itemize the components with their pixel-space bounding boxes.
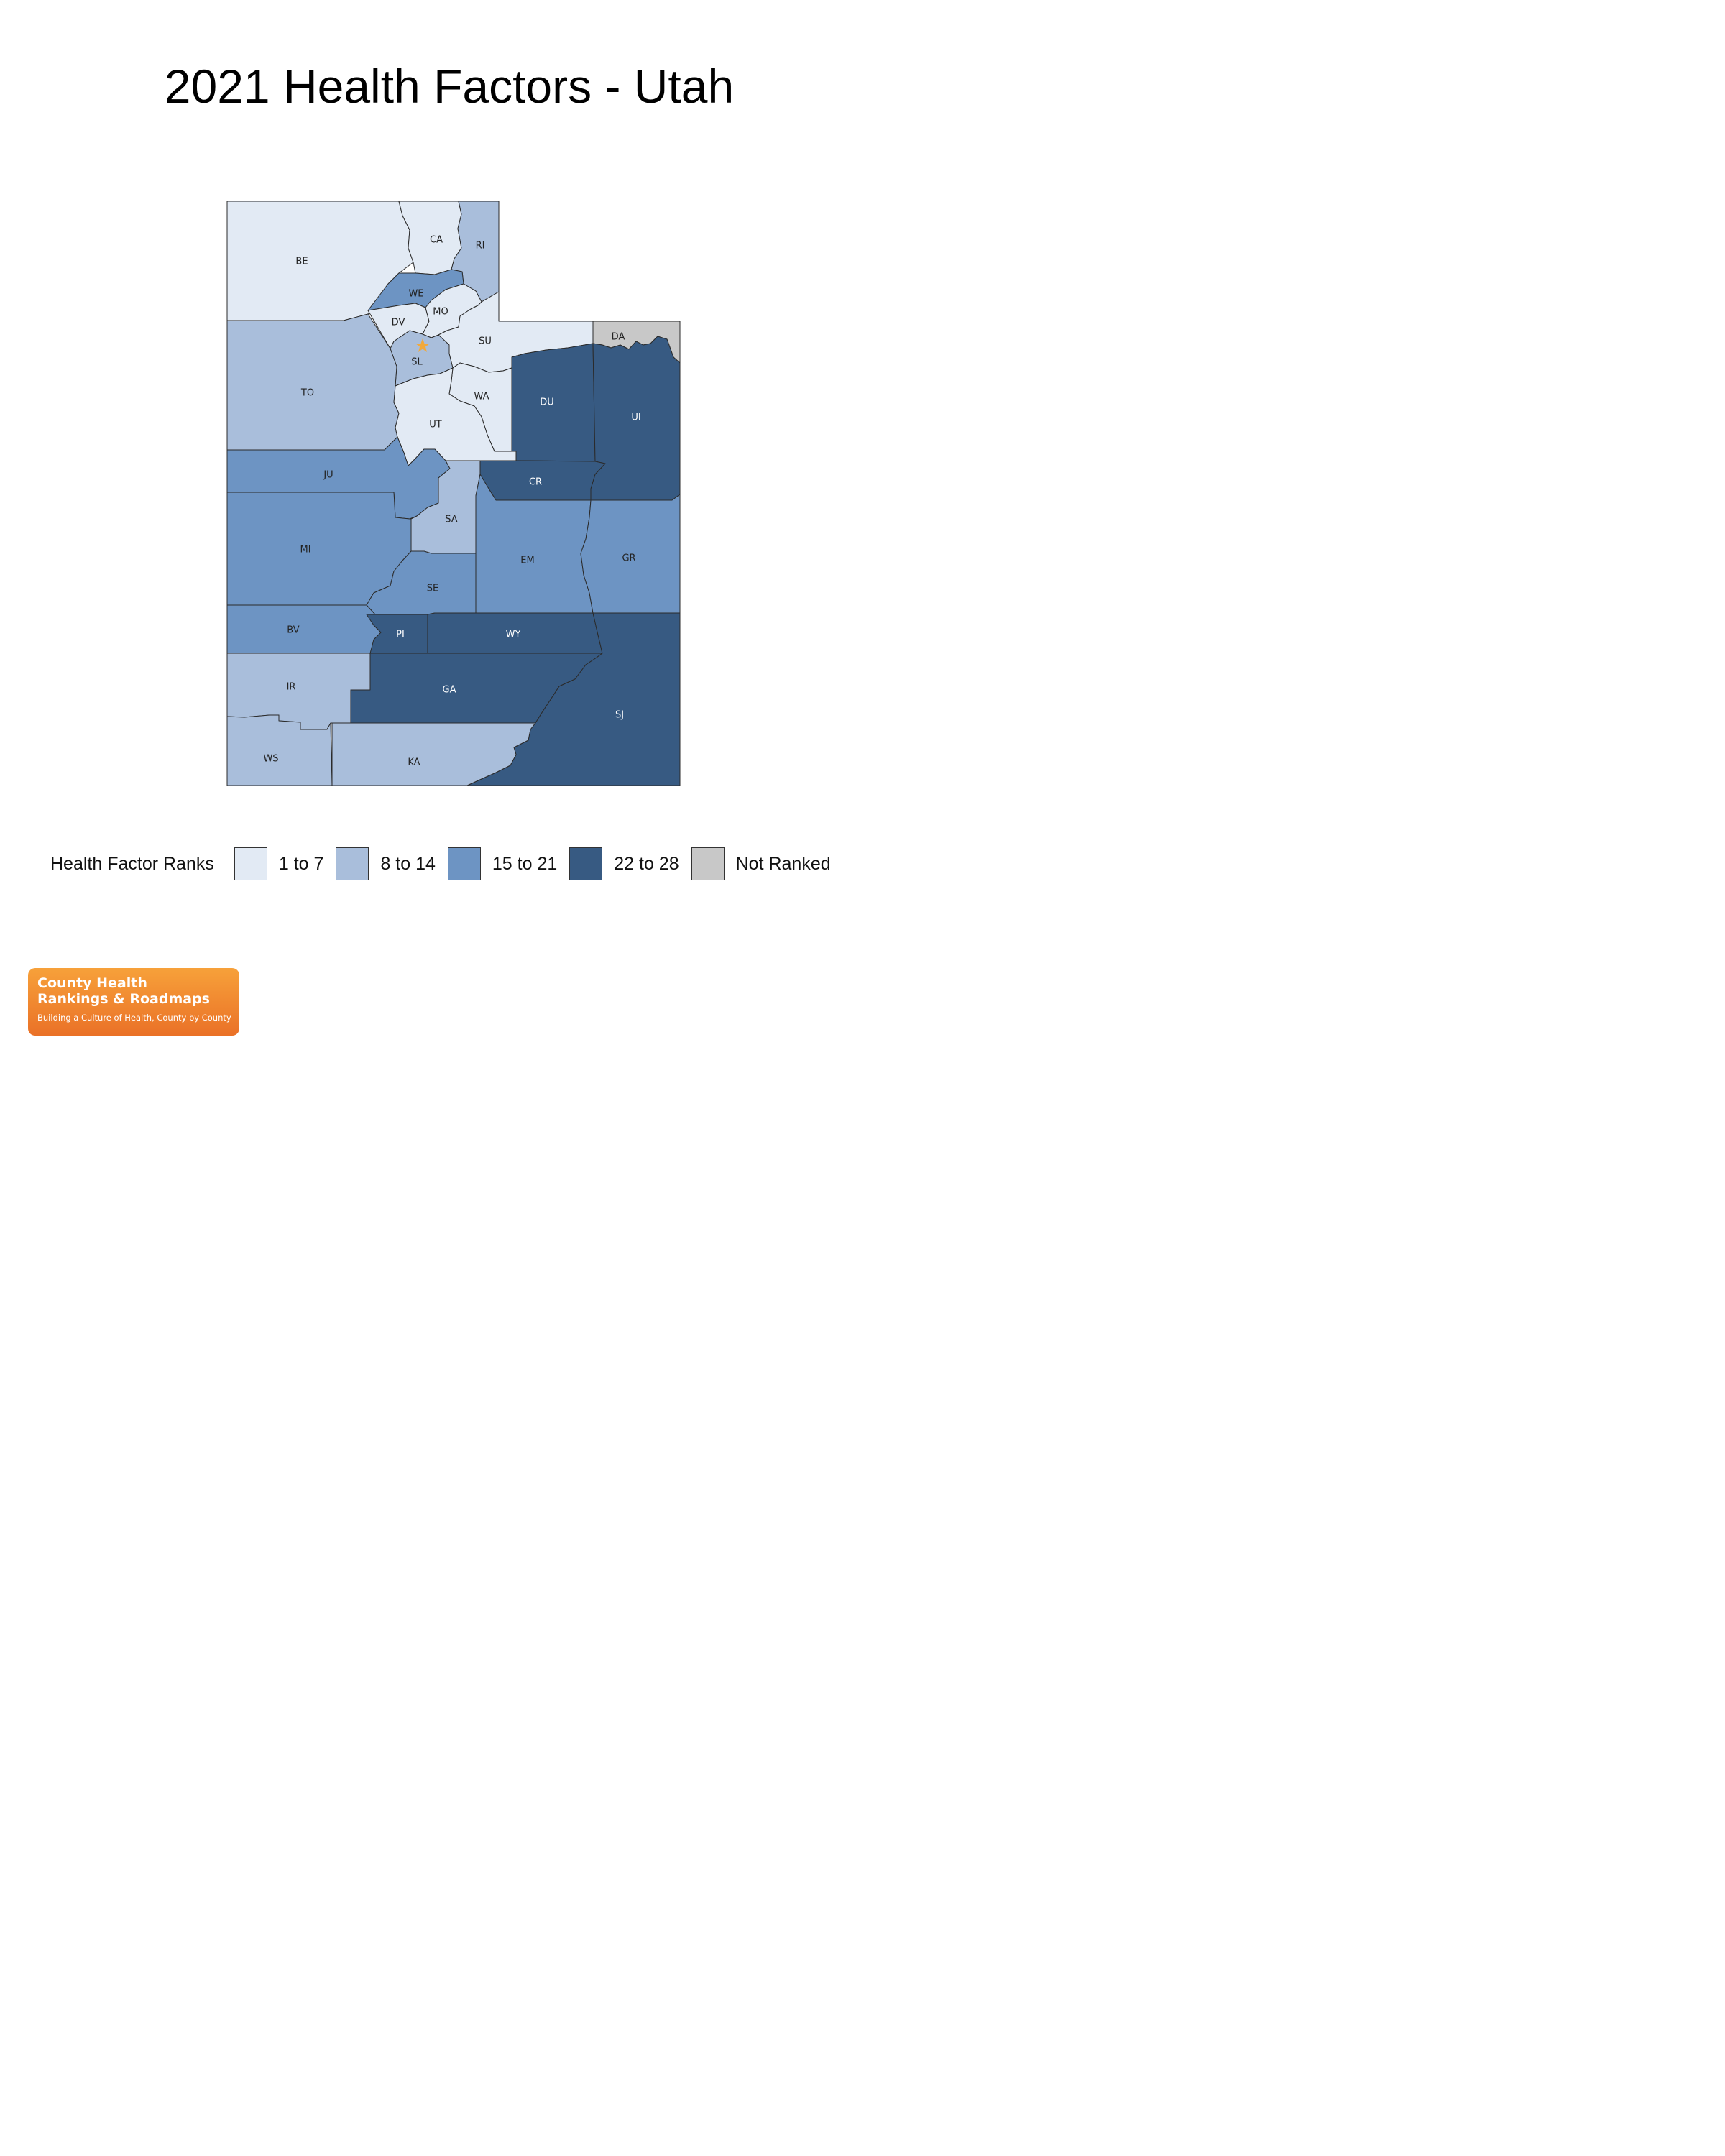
county-label: CA [430, 235, 443, 246]
county-label: MI [300, 545, 310, 556]
county-CR[interactable] [479, 460, 606, 501]
county-BV[interactable] [226, 604, 382, 654]
legend-item: 1 to 7 [234, 847, 324, 880]
county-label: SJ [615, 710, 624, 721]
county-WS[interactable] [226, 714, 333, 786]
county-label: UI [631, 413, 640, 423]
logo-line2: Rankings & Roadmaps [37, 991, 210, 1007]
legend-label: Not Ranked [735, 853, 831, 874]
county-label: DA [612, 332, 625, 343]
county-label: KA [408, 757, 420, 768]
county-label: BV [287, 625, 300, 636]
county-label: BE [295, 257, 308, 267]
legend-swatch [447, 847, 481, 880]
legend-item: 15 to 21 [447, 847, 558, 880]
county-label: RI [476, 241, 485, 252]
county-label: DV [392, 318, 405, 328]
county-label: SU [479, 336, 492, 347]
legend-swatch [691, 847, 724, 880]
county-label: SE [427, 584, 438, 594]
capital-star-icon [415, 338, 430, 352]
legend-label: 22 to 28 [614, 853, 679, 874]
legend-item: 8 to 14 [336, 847, 436, 880]
county-label: WY [506, 630, 521, 640]
county-label: WE [408, 289, 423, 300]
county-label: SL [411, 357, 423, 368]
county-label: SA [445, 515, 457, 525]
county-label: CR [529, 477, 542, 488]
county-label: IR [287, 682, 296, 693]
county-label: GR [622, 553, 635, 564]
legend: Health Factor Ranks 1 to 7 8 to 14 15 to… [50, 847, 843, 881]
legend-label: 1 to 7 [278, 853, 324, 874]
legend-swatch [569, 847, 603, 880]
map-title: 2021 Health Factors - Utah [164, 60, 735, 113]
county-label: GA [443, 685, 456, 696]
legend-swatch [234, 847, 267, 880]
legend-swatch [336, 847, 369, 880]
legend-item: 22 to 28 [569, 847, 679, 880]
county-TO[interactable] [226, 313, 400, 451]
county-label: WS [263, 754, 278, 765]
county-label: JU [323, 470, 333, 481]
county-GR[interactable] [580, 494, 681, 614]
county-label: EM [520, 556, 534, 566]
logo-line1: County Health [37, 975, 147, 991]
utah-county-map: BE CA RI WE DV MO SU DA SL TO WA UT DU U… [226, 201, 681, 786]
chrr-logo: County Health Rankings & Roadmaps Buildi… [28, 968, 239, 1036]
county-label: WA [474, 392, 489, 402]
county-label: TO [300, 388, 314, 399]
legend-item: Not Ranked [691, 847, 831, 880]
county-MI[interactable] [226, 492, 412, 606]
legend-label: 8 to 14 [380, 853, 436, 874]
logo-tagline: Building a Culture of Health, County by … [37, 1013, 231, 1023]
legend-title: Health Factor Ranks [50, 853, 214, 874]
county-label: MO [433, 307, 448, 318]
county-label: UT [429, 420, 442, 430]
county-label: PI [396, 630, 405, 640]
county-label: DU [540, 397, 554, 408]
legend-label: 15 to 21 [492, 853, 558, 874]
county-KA[interactable] [331, 722, 536, 786]
